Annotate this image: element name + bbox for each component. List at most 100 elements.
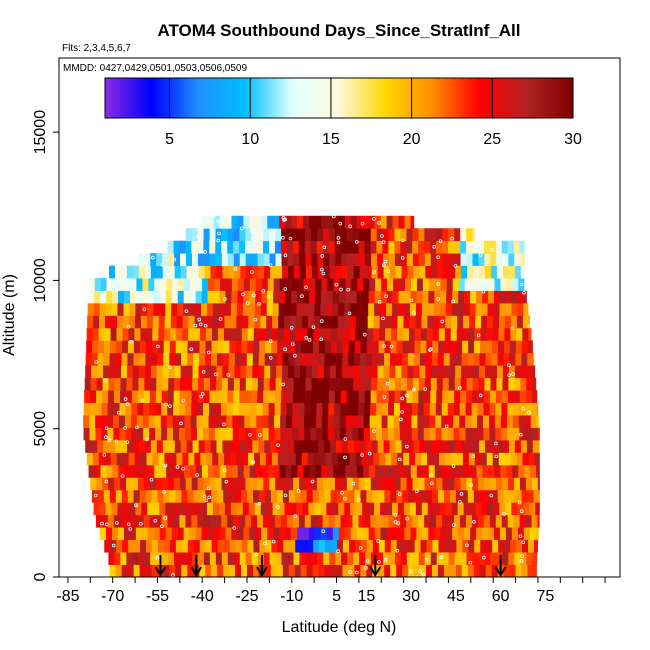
heatmap-cell xyxy=(392,302,399,316)
heatmap-cell xyxy=(89,415,96,428)
heatmap-cell xyxy=(149,402,156,416)
heatmap-cell xyxy=(482,464,489,478)
heatmap-cell xyxy=(507,477,515,491)
heatmap-cell xyxy=(493,502,500,516)
heatmap-cell xyxy=(369,278,376,291)
heatmap-cell xyxy=(400,477,407,491)
heatmap-cell xyxy=(515,489,523,503)
heatmap-cell xyxy=(398,302,405,316)
heatmap-cell xyxy=(462,452,470,466)
heatmap-cell xyxy=(334,402,341,416)
heatmap-cell xyxy=(351,415,359,428)
heatmap-cell xyxy=(455,489,463,503)
heatmap-cell xyxy=(298,415,305,428)
heatmap-cell xyxy=(139,352,146,366)
heatmap-cell xyxy=(520,265,525,279)
heatmap-cell xyxy=(316,402,323,416)
heatmap-cell xyxy=(362,215,370,229)
heatmap-cell xyxy=(148,415,156,428)
heatmap-cell xyxy=(288,564,296,577)
sample-point xyxy=(198,322,203,327)
heatmap-cell xyxy=(318,489,326,503)
flight-marker-arrowhead xyxy=(494,566,507,577)
heatmap-cell xyxy=(461,365,468,379)
heatmap-cell xyxy=(301,327,308,341)
heatmap-cell xyxy=(526,377,533,391)
heatmap-cell xyxy=(386,464,394,478)
heatmap-cell xyxy=(503,352,510,366)
heatmap-cell xyxy=(251,514,258,528)
heatmap-cell xyxy=(123,527,131,541)
heatmap-cell xyxy=(221,377,229,391)
heatmap-cell xyxy=(413,352,421,366)
heatmap-cell xyxy=(211,352,218,366)
heatmap-cell xyxy=(215,514,222,528)
heatmap-cell xyxy=(287,253,294,266)
sample-point xyxy=(519,559,524,563)
heatmap-cell xyxy=(293,228,300,242)
heatmap-cell xyxy=(361,315,369,329)
heatmap-cell xyxy=(123,502,130,516)
heatmap-cell xyxy=(102,390,109,404)
heatmap-cell xyxy=(479,439,486,453)
heatmap-cell xyxy=(415,315,422,329)
heatmap-cell xyxy=(531,477,539,491)
heatmap-cell xyxy=(516,315,524,329)
heatmap-cell xyxy=(484,477,491,491)
heatmap-cell xyxy=(528,452,535,466)
heatmap-cell xyxy=(430,514,437,528)
heatmap-cell xyxy=(147,290,155,304)
heatmap-cell xyxy=(225,215,232,229)
heatmap-cell xyxy=(355,315,363,329)
heatmap-cell xyxy=(150,552,157,565)
heatmap-cell xyxy=(483,415,490,428)
heatmap-cell xyxy=(293,552,300,565)
sample-point xyxy=(343,437,348,441)
heatmap-cell xyxy=(422,278,430,291)
heatmap-cell xyxy=(107,402,114,416)
sample-point xyxy=(405,444,409,449)
heatmap-cell xyxy=(299,477,306,491)
heatmap-cell xyxy=(477,427,484,441)
heatmap-cell xyxy=(164,327,171,341)
heatmap-cell xyxy=(205,564,212,577)
heatmap-cell xyxy=(358,427,365,441)
heatmap-cell xyxy=(457,315,464,329)
heatmap-cell xyxy=(151,352,158,366)
heatmap-cell xyxy=(531,390,538,404)
heatmap-cell xyxy=(436,228,443,242)
heatmap-cell xyxy=(244,402,252,416)
heatmap-cell xyxy=(230,502,238,516)
heatmap-cell xyxy=(180,265,188,279)
heatmap-cell xyxy=(292,240,300,254)
heatmap-cell xyxy=(253,539,260,553)
heatmap-cell xyxy=(173,390,181,404)
heatmap-cell xyxy=(486,340,493,354)
heatmap-cell xyxy=(396,352,403,366)
heatmap-cell xyxy=(207,302,214,316)
heatmap-cell xyxy=(298,427,305,441)
heatmap-cell xyxy=(217,489,224,503)
heatmap-cell xyxy=(121,352,128,366)
heatmap-cell xyxy=(125,402,132,416)
heatmap-cell xyxy=(235,539,242,553)
heatmap-cell xyxy=(493,527,501,541)
heatmap-cell xyxy=(376,477,384,491)
heatmap-cell xyxy=(320,302,327,316)
heatmap-cell xyxy=(514,377,521,391)
heatmap-cell xyxy=(408,564,415,577)
sample-point xyxy=(206,486,211,491)
heatmap-cell xyxy=(459,415,466,428)
heatmap-cell xyxy=(401,265,408,279)
heatmap-cell xyxy=(230,452,237,466)
heatmap-cell xyxy=(191,228,199,242)
heatmap-cell xyxy=(328,240,336,254)
heatmap-cell xyxy=(235,489,242,503)
heatmap-cell xyxy=(150,265,158,279)
heatmap-cell xyxy=(168,365,176,379)
heatmap-cell xyxy=(191,514,198,528)
heatmap-cell xyxy=(411,427,419,441)
heatmap-cell xyxy=(134,315,142,329)
heatmap-cell xyxy=(133,489,141,503)
heatmap-cell xyxy=(428,290,435,304)
